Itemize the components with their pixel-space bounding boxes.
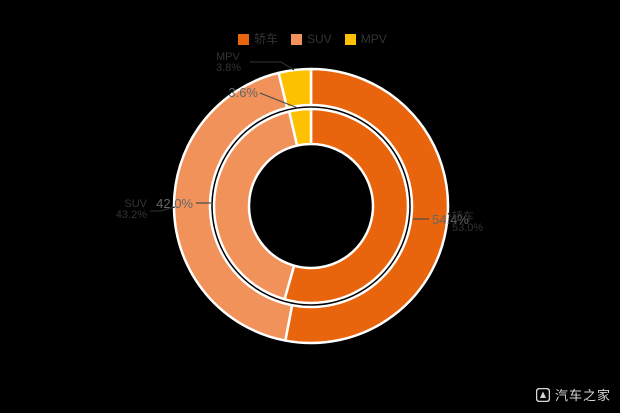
name-label-outer-sedan: 轿车 xyxy=(452,209,474,223)
pct-label-outer-sedan: 53.0% xyxy=(452,222,483,234)
inner-ring-slice-mpv[interactable] xyxy=(287,107,313,147)
pct-label-outer-suv: 43.2% xyxy=(116,209,147,221)
pct-label-inner-suv: 42.0% xyxy=(156,196,193,211)
pct-label-outer-mpv: 3.8% xyxy=(216,62,241,74)
watermark: 汽车之家 xyxy=(535,385,611,404)
name-label-outer-suv: SUV xyxy=(124,198,147,210)
legend-swatch-mpv xyxy=(344,34,356,45)
legend-label-mpv: MPV xyxy=(360,32,387,46)
pct-label-inner-mpv: 3.6% xyxy=(228,85,258,100)
inner-ring-slice-sedan[interactable] xyxy=(283,107,410,305)
legend-label-sedan: 轿车 xyxy=(254,32,279,46)
label-line-inner-mpv xyxy=(259,92,299,109)
legend-item-sedan[interactable]: 轿车 xyxy=(238,33,278,46)
outer-ring-slice-mpv[interactable] xyxy=(277,67,313,110)
label-line-outer-mpv xyxy=(250,61,295,71)
inner-ring-slice-suv[interactable] xyxy=(212,110,299,301)
legend: 轿车 SUV MPV xyxy=(238,33,387,46)
outer-ring-slice-sedan[interactable] xyxy=(284,67,450,345)
watermark-text: 汽车之家 xyxy=(554,388,611,403)
outer-ring-slice-suv[interactable] xyxy=(172,71,294,342)
name-label-outer-mpv: MPV xyxy=(216,51,241,63)
label-line-outer-suv xyxy=(150,206,176,212)
legend-item-suv[interactable]: SUV xyxy=(291,33,332,46)
legend-item-mpv[interactable]: MPV xyxy=(344,32,387,46)
legend-label-suv: SUV xyxy=(307,32,332,46)
legend-swatch-suv xyxy=(291,34,303,45)
legend-swatch-sedan xyxy=(238,34,249,45)
label-line-outer-sedan xyxy=(447,212,452,218)
autohome-logo-icon xyxy=(535,387,550,402)
pct-label-inner-sedan: 54.4% xyxy=(432,212,469,227)
